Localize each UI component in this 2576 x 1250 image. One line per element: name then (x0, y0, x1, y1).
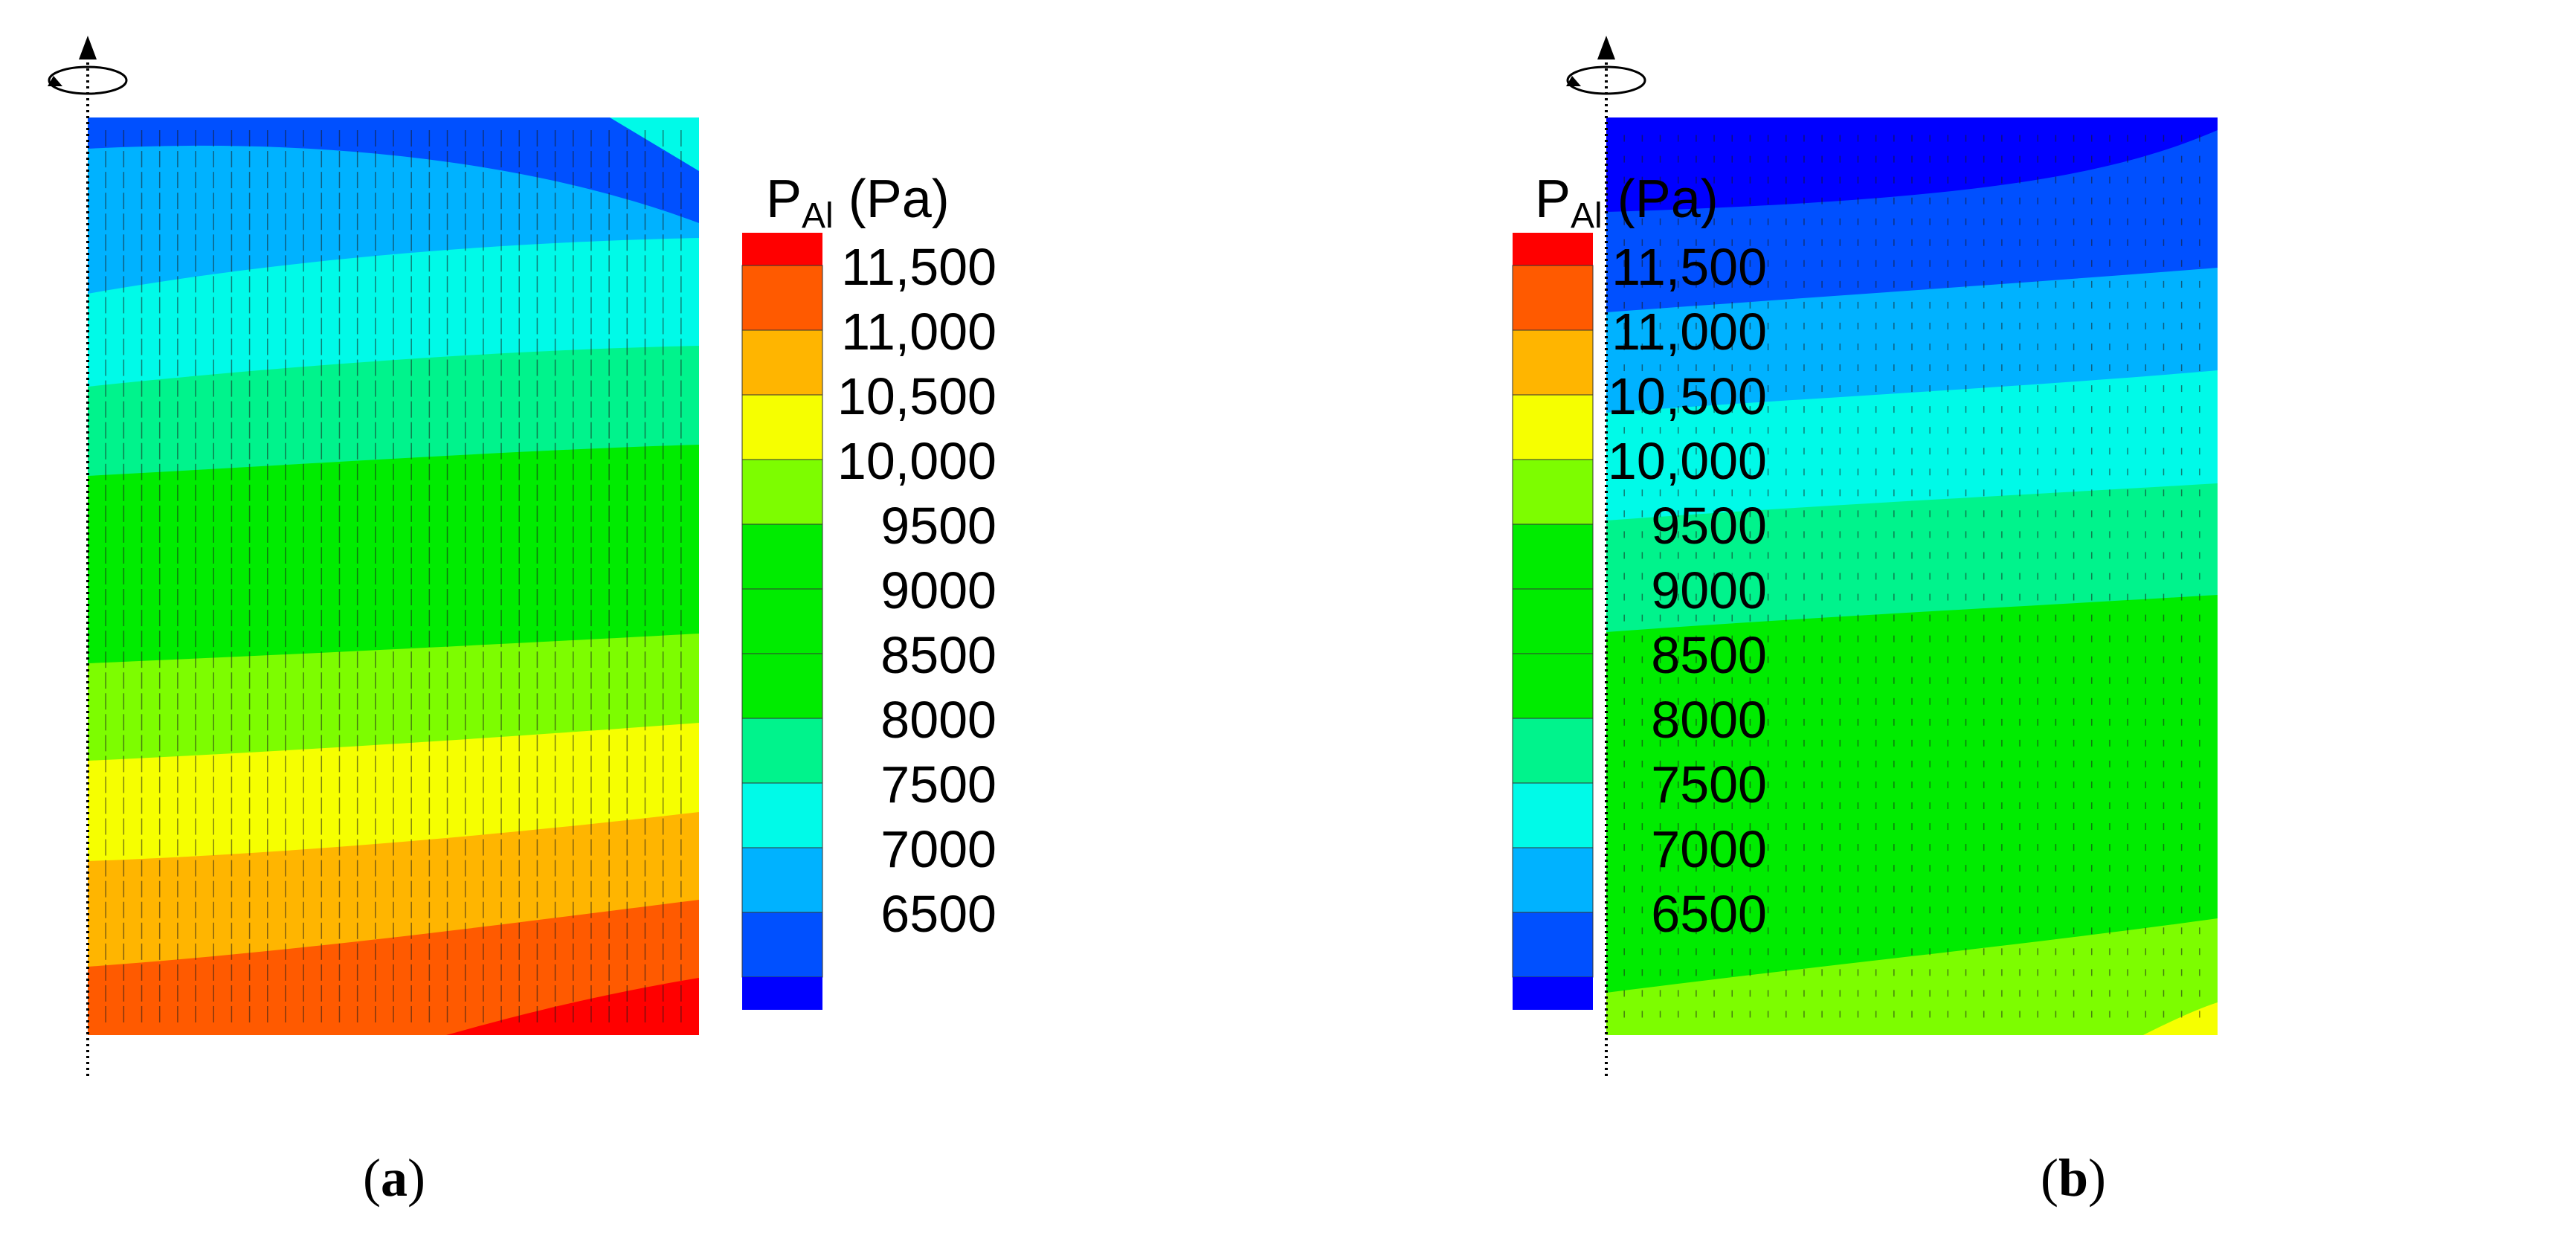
legend-title-a: PAl (Pa) (766, 170, 950, 236)
caption-b: (b) (2041, 1148, 2106, 1208)
rotation-arrowhead-b (1566, 76, 1581, 86)
legend-b: PAl (Pa) 11,500 11,000 10,500 10,000 9500 900… (1512, 170, 1767, 1010)
legend-swatch (1512, 523, 1594, 590)
legend-tick-label: 9500 (1651, 497, 1767, 555)
legend-swatch-bottom (1513, 977, 1593, 1010)
rotation-icon-a (48, 65, 128, 95)
legend-tick-label: 8500 (1651, 626, 1767, 684)
legend-tick-label: 11,500 (1611, 238, 1767, 296)
legend-tick-label: 8000 (880, 691, 996, 749)
legend-tick-label: 9000 (880, 561, 996, 619)
contour-field-a (88, 117, 699, 1035)
legend-tick-label: 6500 (1651, 885, 1767, 943)
legend-tick-label: 7500 (1651, 756, 1767, 814)
contour-plot-b: PAl (Pa) 11,500 11,000 10,500 10,000 9500 900… (1512, 36, 2218, 1208)
legend-swatch-bottom (742, 977, 822, 1010)
legend-swatch (1512, 459, 1594, 525)
band-10500-11000-b (2143, 1002, 2218, 1035)
legend-swatch (1512, 653, 1594, 719)
legend-swatch (1512, 329, 1594, 396)
axis-arrowhead-a (79, 36, 97, 59)
legend-tick-label: 10,500 (837, 367, 996, 425)
legend-title-b: PAl (Pa) (1535, 170, 1719, 236)
legend-swatch (741, 912, 823, 978)
band-corner-a (610, 117, 699, 171)
legend-tick-label: 10,000 (1608, 432, 1767, 490)
legend-tick-label: 8500 (880, 626, 996, 684)
legend-swatch-cap (742, 233, 822, 265)
legend-swatch (741, 718, 823, 784)
vector-field-b (1623, 135, 2200, 1018)
legend-swatch (1512, 265, 1594, 331)
panel-a: PAl (Pa) 11,500 11,000 10,500 10,000 9500 900… (0, 0, 1288, 1246)
legend-swatch (741, 394, 823, 460)
legend-tick-label: 7000 (880, 820, 996, 878)
legend-tick-label: 11,000 (1611, 303, 1767, 361)
legend-swatch-cap (1513, 233, 1593, 265)
legend-a: PAl (Pa) 11,500 11,000 10,500 10,000 9500 900… (741, 170, 996, 1010)
legend-tick-label: 10,000 (837, 432, 996, 490)
panel-b: PAl (Pa) 11,500 11,000 10,500 10,000 9500 900… (1288, 0, 2576, 1246)
legend-tick-label: 7000 (1651, 820, 1767, 878)
rotation-icon-b (1566, 65, 1646, 95)
band-10000-10500-b (1606, 918, 2218, 1035)
legend-tick-label: 10,500 (1608, 367, 1767, 425)
axis-arrowhead-b (1597, 36, 1615, 59)
band-12000-12500-a (446, 978, 699, 1035)
legend-swatch (741, 459, 823, 525)
legend-swatch (1512, 782, 1594, 848)
legend-swatch (1512, 588, 1594, 654)
legend-swatch (741, 847, 823, 913)
legend-tick-label: 9500 (880, 497, 996, 555)
contour-field-b (1606, 117, 2218, 1035)
legend-tick-label: 8000 (1651, 691, 1767, 749)
legend-swatch (741, 588, 823, 654)
band-6000-6500-b (1606, 117, 2218, 212)
legend-swatch (741, 523, 823, 590)
legend-swatch (1512, 847, 1594, 913)
legend-tick-label: 11,500 (841, 238, 996, 296)
legend-tick-label: 6500 (880, 885, 996, 943)
legend-swatch (741, 265, 823, 331)
contour-plot-a: PAl (Pa) 11,500 11,000 10,500 10,000 9500 900… (48, 36, 996, 1208)
legend-tick-label: 11,000 (841, 303, 996, 361)
legend-swatch (741, 653, 823, 719)
vector-field-a (105, 130, 682, 1022)
legend-tick-label: 9000 (1651, 561, 1767, 619)
band-6500-7000-a (88, 117, 699, 223)
legend-tick-label: 7500 (880, 756, 996, 814)
legend-swatch (1512, 394, 1594, 460)
caption-a: (a) (363, 1148, 425, 1208)
rotation-arrowhead-a (48, 76, 62, 86)
band-8500-10000-b (1606, 595, 2218, 1035)
legend-swatch (1512, 912, 1594, 978)
legend-swatch (1512, 718, 1594, 784)
legend-swatch (741, 782, 823, 848)
legend-swatch (741, 329, 823, 396)
